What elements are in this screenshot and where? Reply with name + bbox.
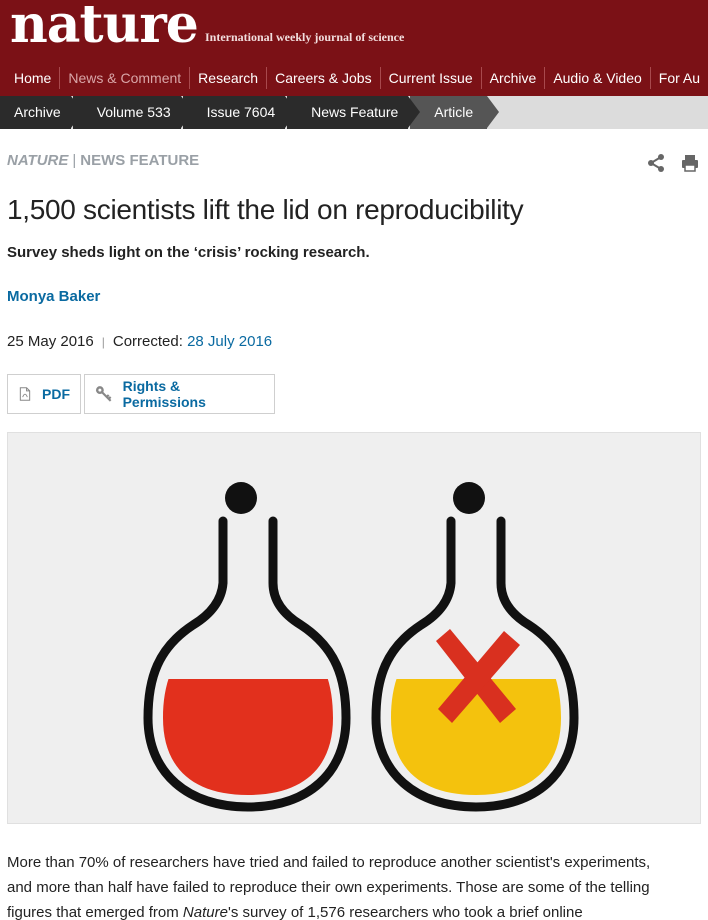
breadcrumb-issue[interactable]: Issue 7604 xyxy=(182,96,297,129)
article-title: 1,500 scientists lift the lid on reprodu… xyxy=(7,194,524,225)
yellow-liquid xyxy=(391,679,561,795)
pdf-icon xyxy=(19,387,31,401)
left-flask-outline xyxy=(143,516,351,812)
nature-logo[interactable]: nature xyxy=(10,0,199,55)
published-date: 25 May 2016 xyxy=(7,333,94,350)
nav-item-news-comment[interactable]: News & Comment xyxy=(60,67,191,89)
body-line-3-a: figures that emerged from xyxy=(7,904,183,920)
breadcrumb-news-feature[interactable]: News Feature xyxy=(287,96,421,129)
share-icon[interactable] xyxy=(646,153,666,173)
key-icon xyxy=(95,386,112,402)
tagline: International weekly journal of science xyxy=(205,30,405,44)
breadcrumb: Archive Volume 533 Issue 7604 News Featu… xyxy=(0,96,500,129)
nav-item-for-authors[interactable]: For Au xyxy=(658,70,701,86)
body-line-2: and more than half have failed to reprod… xyxy=(7,879,650,896)
corrected-label: Corrected: xyxy=(112,333,183,350)
journal-name: NATURE xyxy=(7,152,69,169)
red-liquid xyxy=(163,679,333,795)
breadcrumb-article: Article xyxy=(410,96,500,129)
article-figure xyxy=(7,432,701,824)
article-tools xyxy=(646,153,700,173)
body-line-3-b: 's survey of 1,576 researchers who took … xyxy=(227,904,583,920)
rights-label: Rights & Permissions xyxy=(122,378,206,410)
right-flask-stopper xyxy=(453,482,485,514)
primary-nav: Home News & Comment Research Careers & J… xyxy=(0,60,708,96)
pdf-button[interactable]: PDF xyxy=(7,374,81,414)
right-flask-outline xyxy=(371,516,579,812)
article-dates: 25 May 2016 | Corrected: 28 July 2016 xyxy=(7,333,272,350)
flasks-illustration xyxy=(143,482,579,812)
nav-item-audio-video[interactable]: Audio & Video xyxy=(545,67,651,89)
article-body: More than 70% of researchers have tried … xyxy=(7,850,701,920)
section-label: NATURE | NEWS FEATURE xyxy=(7,152,199,169)
section-separator: | xyxy=(72,152,77,169)
breadcrumb-bar: Archive Volume 533 Issue 7604 News Featu… xyxy=(0,96,708,129)
nav-item-current-issue[interactable]: Current Issue xyxy=(381,67,482,89)
body-line-3: figures that emerged from Nature's surve… xyxy=(7,900,701,920)
rights-permissions-button[interactable]: Rights & Permissions xyxy=(84,374,275,414)
author-link[interactable]: Monya Baker xyxy=(7,288,101,305)
nav-item-careers-jobs[interactable]: Careers & Jobs xyxy=(267,67,381,89)
x-mark-icon xyxy=(436,629,520,723)
body-line-3-em: Nature xyxy=(182,904,228,920)
pdf-label: PDF xyxy=(42,386,70,402)
nav-item-archive[interactable]: Archive xyxy=(482,67,546,89)
nav-item-home[interactable]: Home xyxy=(0,67,61,89)
section-name[interactable]: NEWS FEATURE xyxy=(80,152,200,169)
corrected-date-link[interactable]: 28 July 2016 xyxy=(187,333,273,350)
body-line-1: More than 70% of researchers have tried … xyxy=(7,854,651,871)
date-separator: | xyxy=(101,335,105,349)
breadcrumb-archive[interactable]: Archive xyxy=(0,96,83,129)
breadcrumb-volume[interactable]: Volume 533 xyxy=(72,96,193,129)
print-icon[interactable] xyxy=(680,153,700,173)
masthead: nature International weekly journal of s… xyxy=(0,0,708,60)
nav-item-research[interactable]: Research xyxy=(190,67,268,89)
left-flask-stopper xyxy=(225,482,257,514)
article-standfirst: Survey sheds light on the ‘crisis’ rocki… xyxy=(7,244,370,261)
